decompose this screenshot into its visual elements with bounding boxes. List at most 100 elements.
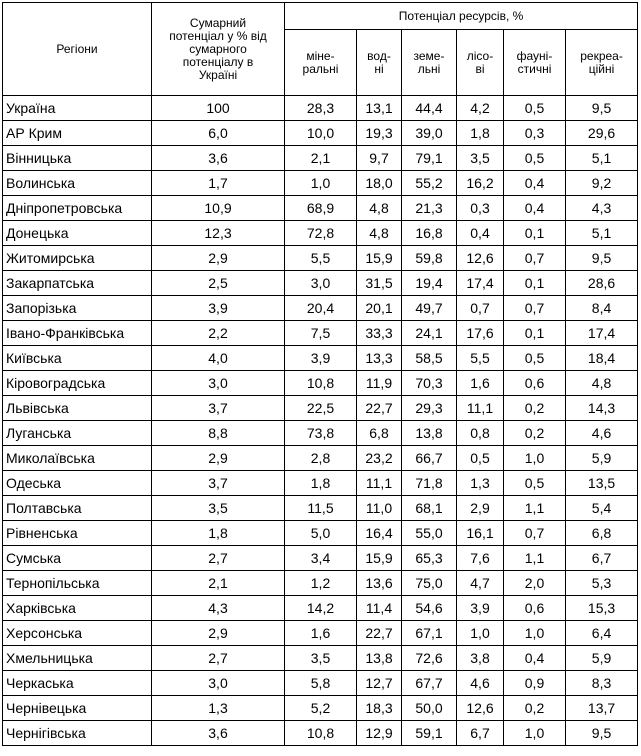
water-cell: 18,3 <box>356 695 402 721</box>
forest-cell: 6,7 <box>456 720 504 746</box>
land-cell: 21,3 <box>401 195 457 221</box>
recreational-cell: 6,7 <box>564 545 639 571</box>
mineral-cell: 68,9 <box>284 195 357 221</box>
table-row: Львівська 3,7 22,5 22,7 29,3 11,1 0,2 14,3 <box>2 395 639 421</box>
faunal-cell: 0,3 <box>503 120 566 146</box>
water-cell: 18,0 <box>356 170 402 196</box>
recreational-cell: 17,4 <box>564 320 639 346</box>
header-total-line: Україні <box>198 67 238 82</box>
mineral-cell: 3,0 <box>284 270 357 296</box>
region-name-cell: Харківська <box>2 595 152 621</box>
table-row: Волинська 1,7 1,0 18,0 55,2 16,2 0,4 9,2 <box>2 170 639 196</box>
land-cell: 66,7 <box>401 445 457 471</box>
mineral-cell: 73,8 <box>284 420 357 446</box>
land-cell: 58,5 <box>401 345 457 371</box>
land-cell: 59,8 <box>401 245 457 271</box>
water-cell: 11,4 <box>356 595 402 621</box>
forest-cell: 16,2 <box>456 170 504 196</box>
header-land-line: земе- <box>413 48 445 63</box>
header-water-line: ні <box>374 61 384 76</box>
mineral-cell: 1,6 <box>284 620 357 646</box>
land-cell: 16,8 <box>401 220 457 246</box>
table-row: АР Крим 6,0 10,0 19,3 39,0 1,8 0,3 29,6 <box>2 120 639 146</box>
region-name-cell: Кіровоградська <box>2 370 152 396</box>
land-cell: 71,8 <box>401 470 457 496</box>
table-row: Луганська 8,8 73,8 6,8 13,8 0,8 0,2 4,6 <box>2 420 639 446</box>
forest-cell: 1,3 <box>456 470 504 496</box>
header-total-potential: Сумарний потенціал у % від сумарного пот… <box>151 2 285 96</box>
header-recreational: рекреа-ційні <box>564 29 639 96</box>
recreational-cell: 9,5 <box>564 720 639 746</box>
total-potential-cell: 4,3 <box>151 595 285 621</box>
faunal-cell: 0,1 <box>503 320 566 346</box>
recreational-cell: 28,6 <box>564 270 639 296</box>
header-recreational-line: рекреа- <box>580 48 623 63</box>
recreational-cell: 15,3 <box>564 595 639 621</box>
water-cell: 19,3 <box>356 120 402 146</box>
header-mineral-line: ральні <box>302 61 339 76</box>
land-cell: 44,4 <box>401 95 457 121</box>
forest-cell: 17,4 <box>456 270 504 296</box>
recreational-cell: 8,4 <box>564 295 639 321</box>
region-name-cell: Україна <box>2 95 152 121</box>
header-recreational-line: ційні <box>588 61 615 76</box>
table-row: Дніпропетровська 10,9 68,9 4,8 21,3 0,3 0,4 4,3 <box>2 195 639 221</box>
table-row: Херсонська 2,9 1,6 22,7 67,1 1,0 1,0 6,4 <box>2 620 639 646</box>
faunal-cell: 0,4 <box>503 170 566 196</box>
total-potential-cell: 3,7 <box>151 470 285 496</box>
land-cell: 67,7 <box>401 670 457 696</box>
forest-cell: 0,7 <box>456 295 504 321</box>
recreational-cell: 9,5 <box>564 245 639 271</box>
faunal-cell: 0,6 <box>503 370 566 396</box>
land-cell: 24,1 <box>401 320 457 346</box>
water-cell: 16,4 <box>356 520 402 546</box>
water-cell: 20,1 <box>356 295 402 321</box>
faunal-cell: 0,4 <box>503 645 566 671</box>
faunal-cell: 0,5 <box>503 345 566 371</box>
header-total-line: потенціал у % від <box>169 28 267 43</box>
table-row: Тернопільська 2,1 1,2 13,6 75,0 4,7 2,0 5,3 <box>2 570 639 596</box>
land-cell: 55,2 <box>401 170 457 196</box>
recreational-cell: 5,1 <box>564 145 639 171</box>
region-name-cell: Миколаївська <box>2 445 152 471</box>
water-cell: 13,1 <box>356 95 402 121</box>
header-forest-line: лісо- <box>466 48 494 63</box>
water-cell: 12,9 <box>356 720 402 746</box>
land-cell: 59,1 <box>401 720 457 746</box>
header-faunal-line: стичні <box>517 61 552 76</box>
land-cell: 65,3 <box>401 545 457 571</box>
total-potential-cell: 2,1 <box>151 570 285 596</box>
region-name-cell: АР Крим <box>2 120 152 146</box>
forest-cell: 1,0 <box>456 620 504 646</box>
faunal-cell: 0,7 <box>503 295 566 321</box>
forest-cell: 17,6 <box>456 320 504 346</box>
water-cell: 6,8 <box>356 420 402 446</box>
forest-cell: 12,6 <box>456 695 504 721</box>
table-header: Регіони Сумарний потенціал у % від сумар… <box>2 2 639 96</box>
mineral-cell: 20,4 <box>284 295 357 321</box>
mineral-cell: 1,0 <box>284 170 357 196</box>
table-row: Черкаська 3,0 5,8 12,7 67,7 4,6 0,9 8,3 <box>2 670 639 696</box>
faunal-cell: 2,0 <box>503 570 566 596</box>
faunal-cell: 0,5 <box>503 145 566 171</box>
header-land: земе-льні <box>401 29 457 96</box>
forest-cell: 4,2 <box>456 95 504 121</box>
header-faunal: фауні-стичні <box>503 29 566 96</box>
land-cell: 68,1 <box>401 495 457 521</box>
forest-cell: 0,5 <box>456 445 504 471</box>
water-cell: 15,9 <box>356 245 402 271</box>
header-faunal-line: фауні- <box>516 48 553 63</box>
region-name-cell: Черкаська <box>2 670 152 696</box>
mineral-cell: 5,2 <box>284 695 357 721</box>
table-row: Полтавська 3,5 11,5 11,0 68,1 2,9 1,1 5,4 <box>2 495 639 521</box>
water-cell: 11,0 <box>356 495 402 521</box>
header-resource-potential: Потенціал ресурсів, % <box>283 2 639 30</box>
mineral-cell: 7,5 <box>284 320 357 346</box>
mineral-cell: 72,8 <box>284 220 357 246</box>
header-water: вод-ні <box>356 29 402 96</box>
recreational-cell: 13,7 <box>564 695 639 721</box>
mineral-cell: 28,3 <box>284 95 357 121</box>
header-total-line: потенціалу в <box>182 54 254 69</box>
faunal-cell: 0,2 <box>503 395 566 421</box>
table-row: Сумська 2,7 3,4 15,9 65,3 7,6 1,1 6,7 <box>2 545 639 571</box>
